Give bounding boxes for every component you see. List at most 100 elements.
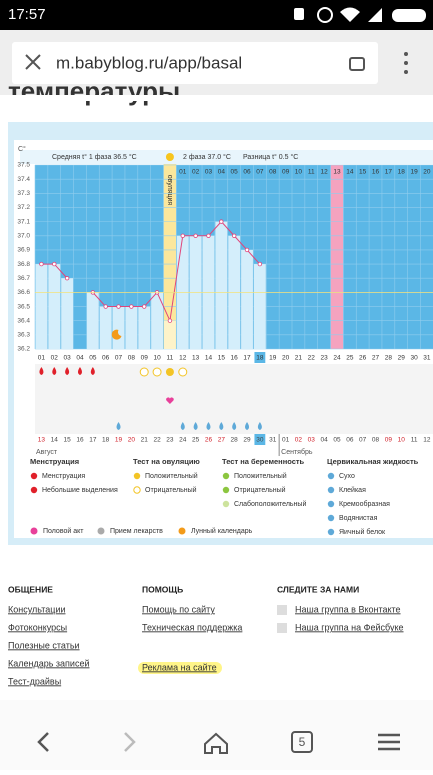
- y-tick-label: 36.2: [17, 346, 30, 353]
- ovulation-icon: [165, 153, 174, 161]
- fluid-icon: [193, 422, 198, 430]
- legend-item: Прием лекарств: [110, 528, 163, 535]
- footer-link[interactable]: Помощь по сайту: [142, 604, 215, 614]
- top-label: 09: [282, 169, 290, 176]
- point: [244, 247, 250, 253]
- lock-icon[interactable]: [349, 57, 365, 71]
- legend-title: Тест на беременность: [222, 457, 305, 466]
- x-tick-label: 09: [141, 355, 149, 362]
- x-tick-label: 18: [256, 355, 264, 362]
- moon-icon: [111, 329, 122, 340]
- point: [52, 261, 57, 267]
- x-tick-label: 23: [321, 355, 329, 362]
- annotation: Средняя t° 1 фаза 36.5 °C: [52, 153, 137, 161]
- x-tick-label: 28: [385, 355, 393, 362]
- legend-item: Половой акт: [43, 527, 84, 535]
- date-label: 25: [192, 437, 200, 444]
- date-label: 17: [89, 437, 97, 444]
- legend-icon: [178, 527, 186, 535]
- top-label: 03: [205, 169, 213, 176]
- y-tick-label: 36.4: [17, 317, 30, 324]
- date-label: 10: [398, 437, 406, 444]
- top-label: 12: [321, 169, 329, 176]
- top-label: 08: [269, 169, 277, 176]
- top-label: 11: [308, 169, 315, 176]
- x-tick-label: 25: [346, 355, 354, 362]
- annotation: овуляция: [166, 175, 173, 206]
- menu-button[interactable]: [378, 733, 400, 751]
- legend-icon: [133, 472, 141, 480]
- legend-item: Лунный календарь: [191, 527, 253, 535]
- x-tick-label: 31: [423, 355, 431, 362]
- top-label: 07: [256, 169, 264, 176]
- legend-item: Кремообразная: [339, 500, 390, 508]
- drop-icon: [90, 367, 95, 375]
- test-negative: [152, 367, 162, 377]
- date-label: 26: [205, 437, 213, 444]
- point: [142, 304, 147, 309]
- date-label: 07: [359, 437, 367, 444]
- y-tick-label: 36.6: [17, 289, 30, 296]
- heart-icon: [166, 397, 174, 404]
- footer-link[interactable]: Консультации: [8, 604, 66, 614]
- forward-button[interactable]: [124, 732, 136, 752]
- y-tick-label: 36.9: [17, 247, 30, 254]
- top-label: 17: [385, 169, 393, 176]
- drop-icon: [39, 367, 44, 375]
- drop-icon: [65, 367, 70, 375]
- menu-icon[interactable]: [404, 52, 408, 74]
- date-label: 18: [102, 437, 110, 444]
- legend-icon: [327, 528, 335, 536]
- point: [64, 276, 70, 281]
- footer-link[interactable]: Реклама на сайте: [142, 662, 217, 672]
- footer-link[interactable]: Наша группа в Вконтакте: [295, 604, 401, 614]
- y-tick-label: 36.8: [17, 261, 30, 268]
- back-button[interactable]: [37, 732, 49, 752]
- social-icon: [277, 623, 287, 633]
- x-tick-label: 07: [115, 355, 123, 362]
- legend-item: Слабоположительный: [234, 500, 306, 508]
- legend-icon: [133, 486, 141, 494]
- top-label: 04: [218, 169, 226, 176]
- footer-link[interactable]: Техническая поддержка: [142, 622, 242, 632]
- tab-count: 5: [299, 735, 306, 749]
- footer-link[interactable]: Полезные статьи: [8, 640, 80, 650]
- point: [257, 261, 263, 267]
- test-negative: [178, 367, 188, 377]
- close-icon[interactable]: [25, 54, 41, 70]
- bar: [48, 264, 61, 349]
- header-strip: [20, 150, 433, 164]
- footer-link[interactable]: Календарь записей: [8, 658, 90, 668]
- month-label: Август: [36, 449, 58, 456]
- drop-icon: [52, 367, 57, 375]
- top-label: 16: [372, 169, 380, 176]
- point: [193, 233, 198, 238]
- bar: [125, 306, 138, 349]
- legend-item: Яичный белок: [339, 528, 386, 536]
- footer-link[interactable]: Фотоконкурсы: [8, 622, 67, 632]
- date-label: 19: [115, 437, 123, 444]
- top-label: 01: [179, 169, 187, 176]
- legend-title: Цервикальная жидкость: [327, 457, 419, 466]
- footer-link[interactable]: Тест-драйвы: [8, 676, 61, 686]
- tabs-button[interactable]: [291, 731, 313, 753]
- legend-icon: [327, 514, 335, 522]
- top-label: 19: [410, 169, 418, 176]
- footer-link[interactable]: Наша группа на Фейсбуке: [295, 622, 404, 632]
- date-label: 29: [243, 437, 251, 444]
- legend-item: Отрицательный: [234, 486, 286, 494]
- top-label: 06: [243, 169, 251, 176]
- marked-column: [330, 165, 344, 349]
- y-tick-label: 37.4: [17, 176, 30, 183]
- status-icons: [294, 7, 426, 23]
- footer-title: ПОМОЩЬ: [142, 584, 183, 594]
- date-label: 15: [64, 437, 72, 444]
- x-tick-label: 29: [398, 355, 406, 362]
- date-label: 13: [38, 437, 46, 444]
- bar: [112, 306, 125, 349]
- point: [116, 304, 121, 309]
- date-label: 14: [51, 437, 59, 444]
- date-label: 08: [372, 437, 380, 444]
- url-field[interactable]: [12, 42, 378, 84]
- home-button[interactable]: [204, 732, 228, 754]
